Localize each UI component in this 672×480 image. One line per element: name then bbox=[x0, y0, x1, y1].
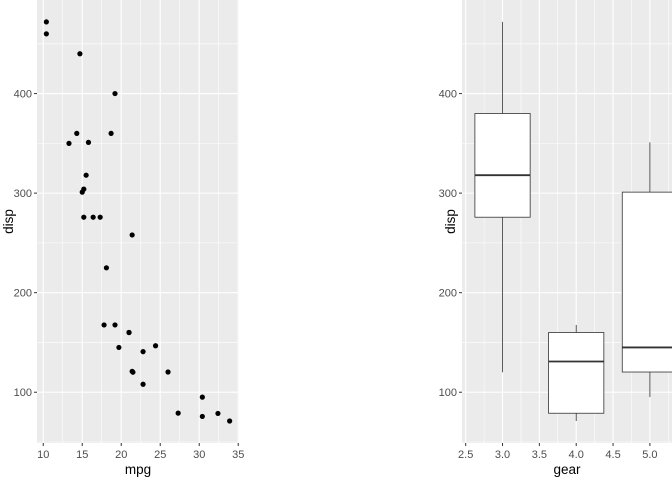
x-tick-label: 5.0 bbox=[642, 449, 657, 461]
y-axis-title: disp bbox=[443, 209, 458, 234]
y-tick-label: 200 bbox=[439, 288, 457, 300]
y-tick-label: 100 bbox=[14, 387, 32, 399]
x-tick-label: 25 bbox=[154, 449, 166, 461]
x-tick-label: 10 bbox=[37, 449, 49, 461]
scatter-point bbox=[83, 172, 89, 178]
y-axis-title: disp bbox=[1, 209, 16, 234]
box-body bbox=[548, 332, 605, 414]
scatter-point bbox=[112, 322, 118, 328]
panel-background bbox=[37, 0, 239, 443]
scatter-point bbox=[116, 344, 122, 351]
x-tick-label: 2.5 bbox=[458, 449, 473, 461]
scatter-point bbox=[101, 322, 107, 328]
scatter-point bbox=[140, 349, 146, 355]
x-tick-label: 15 bbox=[76, 449, 88, 461]
scatter-point bbox=[97, 214, 103, 220]
x-tick-label: 4.5 bbox=[605, 449, 620, 461]
x-tick-label: 30 bbox=[193, 449, 205, 461]
scatter-point bbox=[43, 19, 49, 25]
x-tick-label: 20 bbox=[115, 449, 127, 461]
scatter-panel: 10 15 20 25 30 35 100 200 300 400 mpg disp bbox=[1, 0, 244, 477]
scatter-point bbox=[90, 214, 96, 220]
scatter-point bbox=[79, 189, 85, 195]
scatter-point bbox=[85, 139, 92, 145]
scatter-point bbox=[81, 214, 87, 220]
boxplot-panel: 2.53.03.54.04.55.05.5100200300400geardis… bbox=[439, 0, 672, 477]
x-tick-label: 3.0 bbox=[495, 449, 510, 461]
y-tick-label: 400 bbox=[14, 89, 32, 101]
scatter-point bbox=[103, 265, 110, 271]
y-tick-label: 300 bbox=[439, 188, 457, 200]
scatter-point bbox=[108, 130, 114, 136]
box-body bbox=[621, 191, 672, 373]
scatter-point bbox=[165, 369, 171, 375]
scatter-point bbox=[43, 31, 49, 37]
scatter-point bbox=[199, 413, 205, 420]
y-tick-label: 200 bbox=[14, 288, 32, 300]
scatter-point bbox=[227, 418, 233, 424]
scatter-point bbox=[112, 90, 118, 97]
scatter-point bbox=[66, 140, 72, 146]
scatter-point bbox=[129, 368, 135, 374]
scatter-point bbox=[140, 381, 146, 387]
x-tick-label: 35 bbox=[232, 449, 244, 461]
scatter-point bbox=[129, 232, 135, 238]
scatter-point bbox=[74, 130, 80, 136]
scatter-point bbox=[175, 410, 181, 416]
y-tick-label: 300 bbox=[14, 188, 32, 200]
scatter-point bbox=[126, 329, 132, 336]
x-tick-label: 4.0 bbox=[569, 449, 584, 461]
scatter-point bbox=[152, 343, 159, 349]
x-axis-title: mpg bbox=[125, 462, 151, 477]
scatter-point bbox=[199, 394, 205, 400]
box-body bbox=[474, 113, 531, 218]
x-tick-label: 3.5 bbox=[532, 449, 547, 461]
y-tick-label: 400 bbox=[439, 89, 457, 101]
y-tick-label: 100 bbox=[439, 387, 457, 399]
x-axis-title: gear bbox=[553, 462, 581, 477]
scatter-point bbox=[215, 410, 221, 417]
scatter-point bbox=[77, 51, 83, 57]
